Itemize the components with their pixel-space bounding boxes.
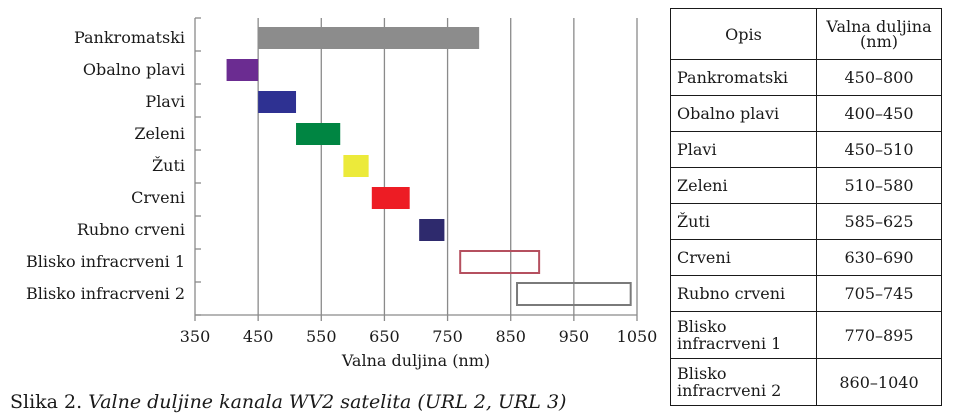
- x-tick-label: 350: [180, 327, 211, 346]
- figure-caption: Slika 2. Valne duljine kanala WV2 sateli…: [10, 391, 566, 413]
- category-label: Obalno plavi: [83, 60, 185, 79]
- table-cell-wavelength: 860–1040: [816, 358, 942, 406]
- table-cell-description: Rubno crveni: [670, 275, 817, 312]
- table-row: Obalno plavi 400–450: [670, 95, 942, 132]
- bar: [419, 219, 445, 241]
- table-cell-wavelength: 510–580: [816, 167, 942, 204]
- category-label: Žuti: [152, 155, 185, 175]
- table-cell-wavelength: 450–800: [816, 59, 942, 96]
- category-label: Plavi: [145, 92, 185, 111]
- wavelength-chart: Pankromatski Obalno plavi Plavi Zeleni Žuti C…: [26, 17, 658, 370]
- table-cell-description: Blisko infracrveni 1: [670, 311, 817, 359]
- x-tick-label: 1050: [617, 327, 658, 346]
- table-cell-description: Obalno plavi: [670, 95, 817, 132]
- table-row: Plavi 450–510: [670, 131, 942, 168]
- table-row: Pankromatski 450–800: [670, 59, 942, 96]
- tick-labels: 350 450 550 650 750 850 950 1050: [180, 327, 658, 346]
- band-table: Opis Valna duljina (nm) Pankromatski 450…: [670, 8, 942, 406]
- table-header-row: Opis Valna duljina (nm): [670, 8, 942, 60]
- table-cell-wavelength: 630–690: [816, 239, 942, 276]
- category-label: Pankromatski: [74, 28, 185, 47]
- table-row: Žuti 585–625: [670, 203, 942, 240]
- category-label: Crveni: [131, 188, 185, 207]
- bar: [296, 123, 341, 145]
- table-cell-wavelength: 585–625: [816, 203, 942, 240]
- category-label: Blisko infracrveni 2: [26, 284, 185, 303]
- caption-text: Valne duljine kanala WV2 satelita (URL 2…: [88, 391, 567, 413]
- table-row: Blisko infracrveni 1 770–895: [670, 311, 942, 359]
- table-row: Blisko infracrveni 2 860–1040: [670, 358, 942, 406]
- table-cell-description: Žuti: [670, 203, 817, 240]
- table-cell-description: Zeleni: [670, 167, 817, 204]
- bar: [343, 155, 369, 177]
- x-axis-title: Valna duljina (nm): [341, 351, 490, 370]
- x-tick-label: 550: [306, 327, 337, 346]
- table-cell-wavelength: 705–745: [816, 275, 942, 312]
- header-description: Opis: [670, 8, 817, 60]
- table-row: Zeleni 510–580: [670, 167, 942, 204]
- table-row: Rubno crveni 705–745: [670, 275, 942, 312]
- header-wavelength: Valna duljina (nm): [816, 8, 942, 60]
- category-label: Rubno crveni: [77, 220, 185, 239]
- bar: [258, 27, 480, 49]
- table-cell-description: Plavi: [670, 131, 817, 168]
- chart-grid: [257, 18, 638, 315]
- bar: [371, 187, 410, 209]
- chart-axis: [194, 17, 638, 321]
- category-label: Zeleni: [134, 124, 185, 143]
- x-tick-label: 750: [432, 327, 463, 346]
- caption-prefix: Slika 2.: [10, 391, 89, 413]
- table-cell-wavelength: 400–450: [816, 95, 942, 132]
- table-cell-description: Pankromatski: [670, 59, 817, 96]
- bar: [459, 250, 541, 274]
- table-row: Crveni 630–690: [670, 239, 942, 276]
- x-tick-label: 450: [243, 327, 274, 346]
- category-label: Blisko infracrveni 1: [26, 252, 185, 271]
- table-cell-wavelength: 770–895: [816, 311, 942, 359]
- bar: [516, 282, 632, 306]
- x-tick-label: 650: [369, 327, 400, 346]
- table-cell-description: Blisko infracrveni 2: [670, 358, 817, 406]
- table-cell-wavelength: 450–510: [816, 131, 942, 168]
- chart-bars: [226, 27, 632, 306]
- category-labels: Pankromatski Obalno plavi Plavi Zeleni Žuti C…: [26, 28, 185, 303]
- bar: [258, 91, 297, 113]
- table-cell-description: Crveni: [670, 239, 817, 276]
- x-tick-label: 850: [495, 327, 526, 346]
- bar: [226, 59, 259, 81]
- x-tick-label: 950: [559, 327, 590, 346]
